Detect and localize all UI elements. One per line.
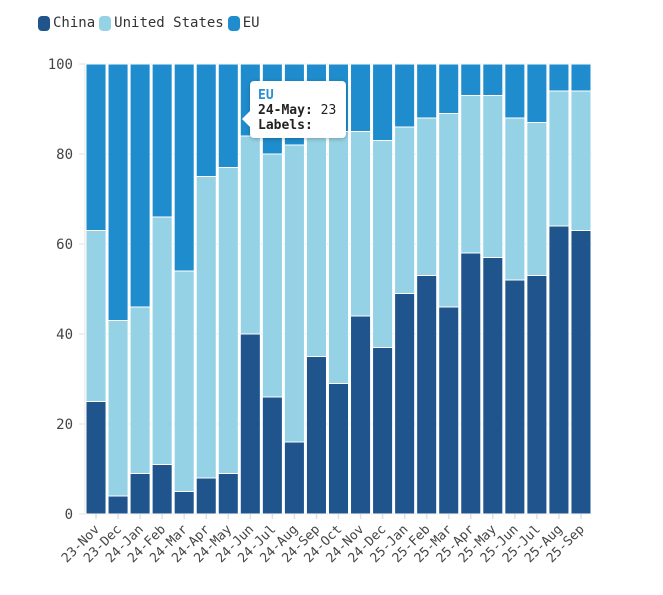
bar-eu-24-Nov[interactable] <box>350 63 372 132</box>
bar-eu-25-Aug[interactable] <box>548 63 570 92</box>
bar-china-24-Feb[interactable] <box>151 464 173 515</box>
y-tick-label: 100 <box>48 57 73 73</box>
bar-united-states-25-Jan[interactable] <box>394 126 416 294</box>
bar-united-states-24-Jun[interactable] <box>239 135 261 335</box>
bar-china-24-May[interactable] <box>217 473 239 515</box>
bar-eu-25-Jun[interactable] <box>504 63 526 119</box>
legend-swatch <box>99 15 112 31</box>
bar-eu-23-Nov[interactable] <box>85 63 107 231</box>
bar-eu-24-May[interactable] <box>217 63 239 168</box>
bar-china-23-Dec[interactable] <box>107 495 129 515</box>
bar-china-24-Nov[interactable] <box>350 315 372 515</box>
bar-united-states-25-Feb[interactable] <box>416 117 438 276</box>
y-tick-label: 60 <box>56 237 73 253</box>
bar-china-24-Jul[interactable] <box>261 396 283 515</box>
bar-eu-25-Sep[interactable] <box>570 63 592 92</box>
legend-label: EU <box>242 15 260 31</box>
y-axis: 0 20 40 60 80 100 <box>48 57 86 523</box>
legend-label: China <box>53 15 96 31</box>
legend-item-united-states[interactable]: United States <box>99 15 224 31</box>
bar-china-24-Dec[interactable] <box>372 347 394 515</box>
bar-united-states-25-Jul[interactable] <box>526 122 548 276</box>
bar-china-25-Mar[interactable] <box>438 306 460 515</box>
legend: China United States EU <box>38 15 264 31</box>
bar-eu-24-Jan[interactable] <box>129 63 151 308</box>
legend-item-eu[interactable]: EU <box>227 15 260 31</box>
bar-eu-25-Feb[interactable] <box>416 63 438 119</box>
bar-eu-25-May[interactable] <box>482 63 504 96</box>
bar-china-24-Aug[interactable] <box>283 441 305 515</box>
bar-united-states-24-Mar[interactable] <box>173 270 195 492</box>
bar-china-25-Sep[interactable] <box>570 230 592 515</box>
bar-china-25-Apr[interactable] <box>460 252 482 515</box>
bar-united-states-24-Aug[interactable] <box>283 144 305 443</box>
bar-united-states-23-Dec[interactable] <box>107 320 129 497</box>
bar-united-states-24-Sep[interactable] <box>305 135 327 357</box>
bar-united-states-24-Oct[interactable] <box>327 131 350 384</box>
bar-united-states-25-Apr[interactable] <box>460 95 482 254</box>
bar-china-24-Sep[interactable] <box>305 356 327 515</box>
bar-eu-24-Dec[interactable] <box>372 63 394 141</box>
bar-eu-25-Jan[interactable] <box>394 63 416 128</box>
tooltip-label: 24-May: <box>258 103 313 118</box>
bar-united-states-24-Apr[interactable] <box>195 176 217 479</box>
bar-united-states-24-May[interactable] <box>217 167 239 474</box>
bar-eu-24-Feb[interactable] <box>151 63 173 218</box>
bar-united-states-25-Aug[interactable] <box>548 90 570 227</box>
bar-united-states-25-Mar[interactable] <box>438 113 460 308</box>
bar-china-25-Jan[interactable] <box>394 293 416 515</box>
legend-swatch <box>38 15 50 31</box>
bar-china-25-Jul[interactable] <box>526 275 548 515</box>
legend-swatch <box>227 15 240 31</box>
x-axis: 23-Nov23-Dec24-Jan24-Feb24-Mar24-Apr24-M… <box>59 514 588 566</box>
tooltip: EU 24-May: 23 Labels: <box>241 81 347 138</box>
bar-eu-25-Apr[interactable] <box>460 63 482 96</box>
bar-china-24-Mar[interactable] <box>173 491 195 515</box>
bar-eu-25-Mar[interactable] <box>438 63 460 114</box>
bar-united-states-24-Feb[interactable] <box>151 216 173 465</box>
bar-china-24-Apr[interactable] <box>195 477 217 515</box>
bar-eu-24-Apr[interactable] <box>195 63 217 177</box>
bar-united-states-24-Dec[interactable] <box>372 140 394 348</box>
bar-china-23-Nov[interactable] <box>85 401 107 515</box>
bar-united-states-25-Sep[interactable] <box>570 90 592 231</box>
y-tick-label: 0 <box>65 507 73 523</box>
bar-united-states-23-Nov[interactable] <box>85 230 107 402</box>
tooltip-value: 23 <box>320 103 337 118</box>
y-tick-label: 80 <box>56 147 73 163</box>
bar-china-25-Aug[interactable] <box>548 225 570 515</box>
y-tick-label: 40 <box>56 327 73 343</box>
bar-united-states-24-Jan[interactable] <box>129 306 151 474</box>
bar-united-states-24-Nov[interactable] <box>350 131 372 317</box>
bar-united-states-25-Jun[interactable] <box>504 117 526 281</box>
legend-label: United States <box>114 15 224 31</box>
bar-eu-25-Jul[interactable] <box>526 63 548 123</box>
bar-united-states-25-May[interactable] <box>482 95 504 258</box>
bar-eu-24-Mar[interactable] <box>173 63 195 272</box>
y-tick-label: 20 <box>56 417 73 433</box>
bar-china-25-May[interactable] <box>482 257 504 515</box>
tooltip-series: EU <box>258 88 274 103</box>
bar-china-24-Jun[interactable] <box>239 333 261 515</box>
bar-eu-23-Dec[interactable] <box>107 63 129 321</box>
tooltip-extra-label: Labels: <box>258 118 313 133</box>
bar-china-25-Feb[interactable] <box>416 275 438 515</box>
bar-china-25-Jun[interactable] <box>504 279 526 515</box>
bar-united-states-24-Jul[interactable] <box>261 153 283 398</box>
bar-china-24-Oct[interactable] <box>327 383 350 515</box>
bar-china-24-Jan[interactable] <box>129 473 151 515</box>
legend-item-china[interactable]: China <box>38 15 95 31</box>
